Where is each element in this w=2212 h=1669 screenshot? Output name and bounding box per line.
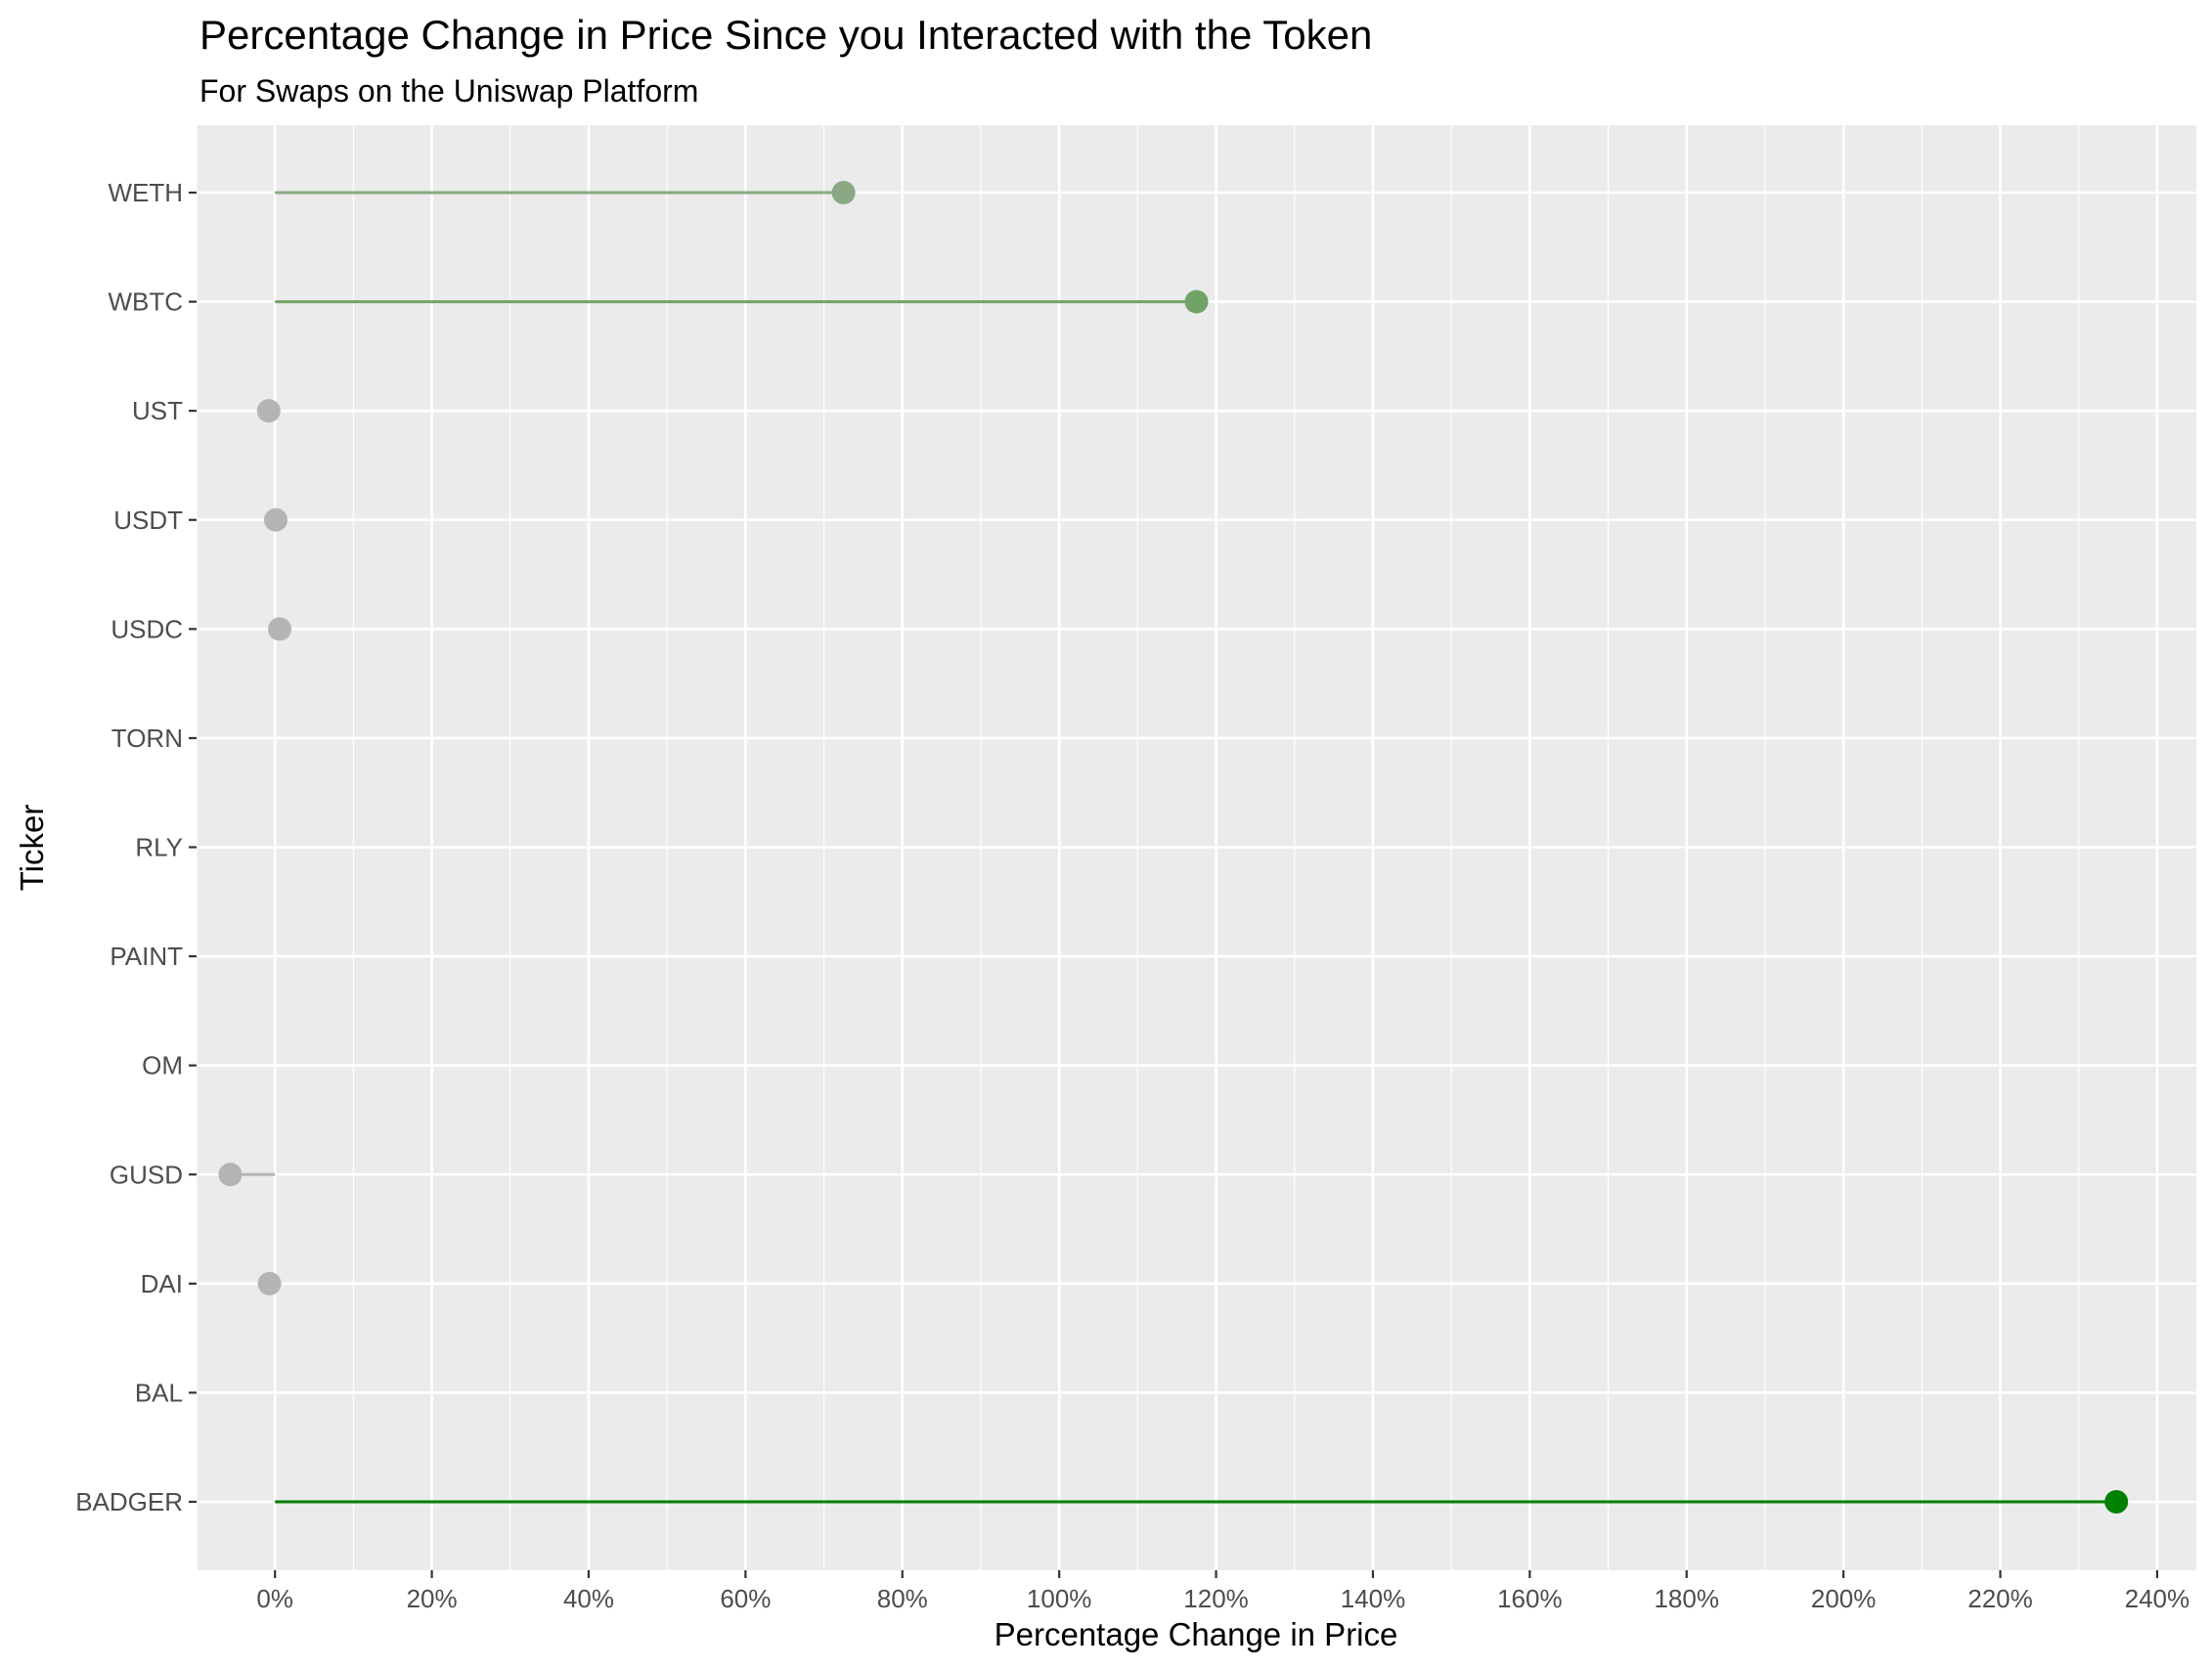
point-gusd [218,1163,243,1187]
chart-subtitle: For Swaps on the Uniswap Platform [199,73,698,109]
y-tick-label: TORN [111,724,183,753]
x-tick-label: 200% [1811,1584,1877,1613]
x-axis-title: Percentage Change in Price [995,1616,1398,1652]
x-tick-label: 60% [720,1584,771,1613]
point-weth [831,181,856,204]
x-tick-label: 240% [2125,1584,2190,1613]
y-tick-label: BADGER [75,1487,183,1516]
x-axis: 0% 20% 40% 60% 80% 100% 120% 140% 160% 180% 200% 22… [256,1570,2190,1613]
y-axis: WETH WBTC UST USDT USDC TORN RLY PAINT OM GUSD DAI… [75,178,197,1516]
x-tick-label: 100% [1027,1584,1092,1613]
x-tick-label: 120% [1183,1584,1249,1613]
point-usdc [268,617,292,641]
y-tick-label: RLY [135,833,183,862]
y-axis-title: Ticker [14,805,50,892]
y-tick-label: UST [132,396,183,425]
y-tick-label: PAINT [110,942,183,971]
x-tick-label: 0% [256,1584,293,1613]
x-tick-label: 140% [1341,1584,1406,1613]
point-dai [257,1271,282,1296]
x-tick-label: 20% [407,1584,458,1613]
y-tick-label: USDC [111,614,183,643]
y-tick-label: DAI [141,1269,183,1298]
data-marks [218,181,2129,1514]
y-tick-label: WBTC [108,287,183,317]
point-wbtc [1184,289,1209,314]
x-tick-label: 180% [1654,1584,1719,1613]
y-tick-label: BAL [135,1378,183,1407]
point-badger [2104,1490,2129,1514]
x-tick-label: 160% [1497,1584,1563,1613]
chart-title: Percentage Change in Price Since you Int… [199,12,1372,58]
point-ust [256,399,281,423]
y-tick-label: WETH [108,178,183,207]
x-tick-label: 220% [1968,1584,2033,1613]
x-tick-label: 80% [877,1584,928,1613]
y-tick-label: USDT [113,505,183,535]
y-tick-label: OM [142,1051,183,1080]
x-tick-label: 40% [563,1584,614,1613]
y-tick-label: GUSD [110,1160,183,1189]
point-usdt [263,507,288,532]
